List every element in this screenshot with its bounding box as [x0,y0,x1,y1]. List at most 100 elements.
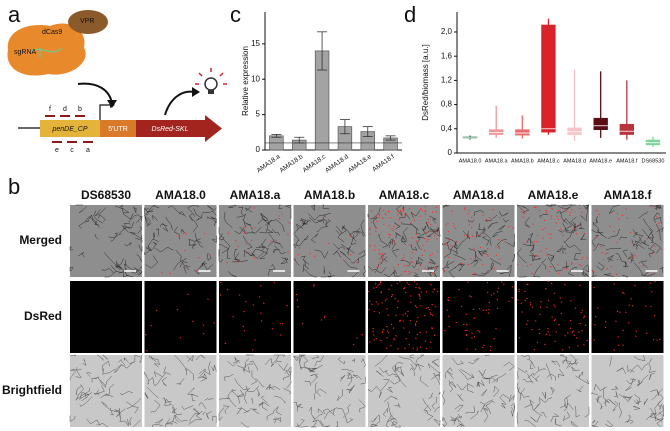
red-signal [517,204,588,275]
box [515,129,530,136]
micrograph [218,354,292,428]
error-bar [271,134,282,138]
box [541,24,556,133]
column-header: AMA18.d [453,188,504,202]
panel-label: d [404,2,416,27]
image-background [219,355,291,427]
y-tick-label: 0 [256,145,261,154]
x-tick-label: AMA18.a [485,158,509,164]
micrograph [69,204,143,278]
target-bars [45,115,93,143]
panel-label: a [8,2,21,27]
x-tick-label: AMA18.f [616,158,638,164]
red-signal [593,280,661,351]
row-header: Brightfield [2,383,62,397]
image-background [293,205,366,277]
column-header: AMA18.e [528,188,579,202]
box [619,123,634,135]
x-tick-label: AMA18.a [256,153,282,174]
image-background [219,281,291,353]
image-background [517,281,589,353]
hyphae [144,354,217,428]
image-background [144,281,217,353]
arrow [77,82,113,105]
red-signal [591,206,663,276]
micrograph [292,204,366,278]
promoter-box [40,120,100,137]
hyphae [69,354,143,428]
red-signal [294,205,358,264]
bulb-base [208,90,214,94]
image-background [442,281,515,353]
micrograph [293,281,366,353]
error-bar [362,126,373,137]
image-background [517,355,589,427]
image-background [368,355,440,427]
micrograph [368,281,440,353]
red-signal [144,293,216,352]
micrograph [516,354,590,428]
red-signal [220,207,290,267]
micrograph [144,354,217,428]
row-header: Merged [19,233,62,247]
label: d [63,106,67,113]
hyphae [516,354,590,428]
hyphae [442,204,515,278]
hyphae [218,204,292,278]
image-background [442,355,515,427]
label: e [55,147,59,154]
y-tick-label: 1,6 [441,51,453,60]
image-background [442,205,515,277]
micrograph [144,204,217,277]
image-background [368,281,440,353]
column-header: AMA18.0 [155,188,206,202]
x-tick-label: AMA18.0 [459,158,482,164]
x-tick-label: AMA18.d [563,158,586,164]
y-tick-label: 1,2 [441,75,453,84]
row-header: DsRed [24,309,62,323]
bulb-icon [195,68,227,94]
label: sgRNA [14,49,37,56]
sgrna-strand [29,47,63,58]
micrograph [219,281,291,353]
micrograph [70,281,142,353]
red-signal [368,281,439,351]
column-header: DS68530 [81,188,131,202]
column-header: AMA18.f [603,188,652,202]
label: VPR [80,18,94,25]
micrograph [367,204,441,278]
label: DsRed-SKL [152,126,189,133]
image-background [70,205,142,277]
error-bar [385,135,396,141]
hyphae [218,354,292,428]
image-background [293,281,366,353]
red-signal [160,217,211,275]
hyphae [441,354,515,428]
hyphae [69,204,143,278]
y-tick-label: 15 [251,39,260,48]
hyphae [367,354,441,428]
y-tick-label: 10 [251,74,260,83]
crispr-diagram: dCas9 VPR sgRNA penDE_CP 5'UTR DsRed-SKL… [7,10,227,154]
image-background [70,355,142,427]
column-header: AMA18.b [304,188,355,202]
vpr-shape [68,10,108,34]
x-tick-label: AMA18.d [324,153,350,174]
red-signal [219,281,288,351]
micrograph [144,281,217,353]
micrograph [591,354,664,428]
micrograph [442,204,515,278]
red-signal [517,280,588,351]
label: c [70,147,74,154]
micrograph [442,281,515,353]
label: dCas9 [42,29,62,36]
micrograph-grid: DS68530 AMA18.0 AMA18.a AMA18.b AMA18.c AMA18… [2,188,665,428]
hyphae [591,204,665,278]
micrograph [367,354,441,428]
x-tick-label: DS68530 [641,158,664,164]
red-signal [295,284,364,346]
arrow [164,90,195,116]
label: 5'UTR [108,126,128,133]
